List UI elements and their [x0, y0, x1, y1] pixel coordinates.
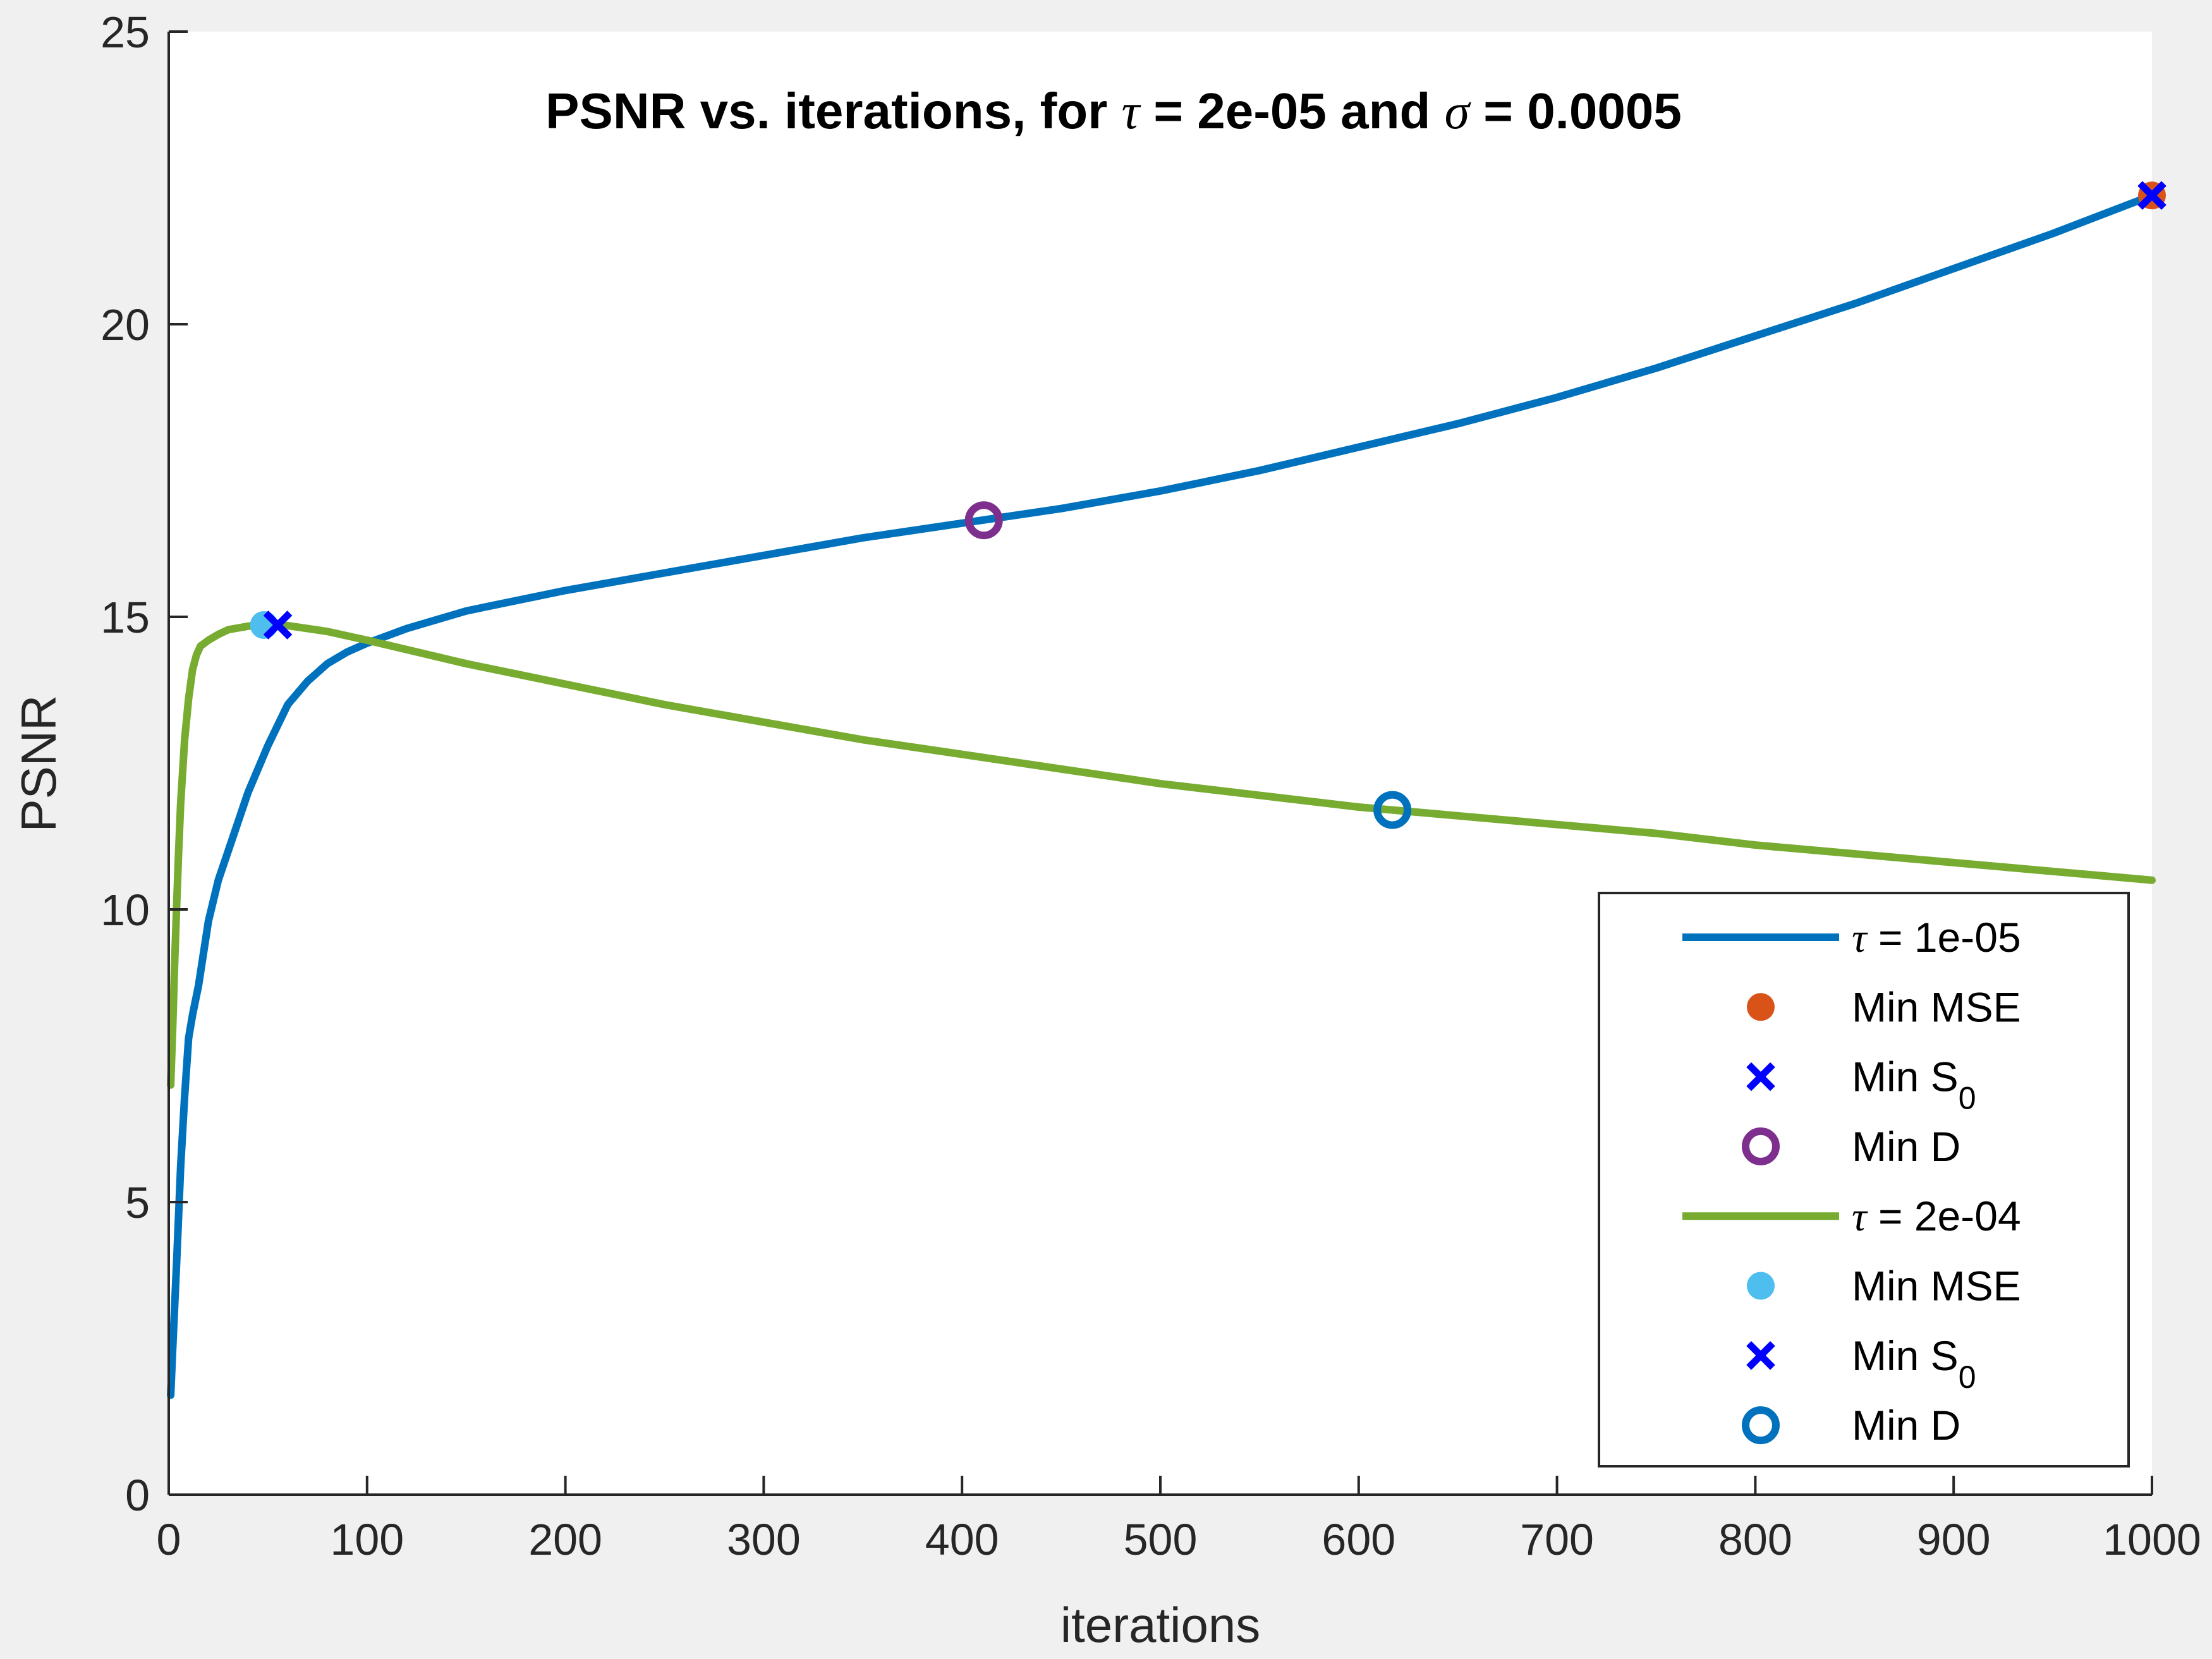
series-layer [167, 191, 2156, 1399]
title-symbol-tau: τ [1121, 84, 1141, 140]
title-prefix: PSNR vs. iterations, for [545, 83, 1121, 139]
x-tick-label: 1000 [2103, 1515, 2201, 1564]
legend-marker-swatch [1746, 1062, 1775, 1091]
title-symbol-sigma: σ [1445, 84, 1471, 140]
y-axis-label: PSNR [11, 695, 66, 832]
legend-label: Min MSE [1852, 983, 2021, 1030]
title-middle: = 2e-05 and [1139, 83, 1444, 139]
x-tick-label: 100 [330, 1515, 404, 1564]
marker-min-d-5 [1373, 791, 1412, 829]
x-tick-label: 0 [157, 1515, 181, 1564]
y-tick-label: 20 [100, 300, 150, 349]
legend-label: Min S0 [1852, 1332, 1976, 1395]
x-tick-label: 700 [1520, 1515, 1594, 1564]
x-tick-label: 800 [1718, 1515, 1792, 1564]
series-line-0 [167, 191, 2156, 1399]
legend-entry: Min D [1742, 1402, 1960, 1449]
legend-entry: Min S0 [1746, 1054, 1976, 1116]
marker-layer [250, 181, 2166, 829]
legend-label: Min MSE [1852, 1263, 2021, 1310]
legend-label: τ = 1e-05 [1852, 914, 2021, 961]
x-tick-label: 900 [1917, 1515, 1991, 1564]
x-tick-label: 300 [727, 1515, 801, 1564]
chart-title: PSNR vs. iterations, for τ = 2e-05 and σ… [545, 83, 1682, 140]
x-axis-label: iterations [1060, 1597, 1261, 1653]
legend-entry: Min S0 [1746, 1332, 1976, 1395]
y-tick-label: 5 [125, 1178, 150, 1227]
legend-entry: Min D [1742, 1123, 1960, 1170]
y-tick-label: 0 [125, 1471, 150, 1520]
x-tick-label: 400 [925, 1515, 999, 1564]
legend-entry: Min MSE [1747, 983, 2021, 1030]
y-tick-label: 25 [100, 8, 150, 57]
legend-marker-swatch [1742, 1406, 1780, 1445]
legend-label: Min D [1852, 1402, 1960, 1449]
legend-entry: Min MSE [1747, 1263, 2021, 1310]
x-tick-label: 600 [1322, 1515, 1395, 1564]
legend-marker-swatch [1747, 1272, 1775, 1300]
legend-marker-swatch [1742, 1127, 1780, 1165]
legend-entry: τ = 2e-04 [1682, 1193, 2021, 1240]
legend-label: τ = 2e-04 [1852, 1193, 2021, 1240]
ticks-layer: 0 100 200 300 400 500 600 700 800 900 1000 0 5 10 15 20… [100, 8, 2201, 1564]
legend-label: Min D [1852, 1123, 1960, 1170]
legend: τ = 1e-05 Min MSE Min S0 Min D τ = 2e-04 Min … [1598, 892, 2130, 1468]
x-tick-label: 500 [1124, 1515, 1198, 1564]
legend-entry: τ = 1e-05 [1682, 914, 2021, 961]
x-tick-label: 200 [528, 1515, 602, 1564]
y-tick-label: 15 [100, 593, 150, 642]
title-suffix: = 0.0005 [1469, 83, 1682, 139]
marker-min-s0-1 [2137, 181, 2166, 210]
y-tick-label: 10 [100, 885, 150, 935]
legend-box [1598, 892, 2130, 1468]
marker-min-s0-4 [263, 611, 293, 640]
series-line-1 [167, 621, 2156, 1089]
marker-min-d-2 [964, 501, 1003, 540]
legend-marker-swatch [1746, 1341, 1775, 1370]
legend-marker-swatch [1747, 993, 1775, 1021]
legend-label: Min S0 [1852, 1054, 1976, 1116]
